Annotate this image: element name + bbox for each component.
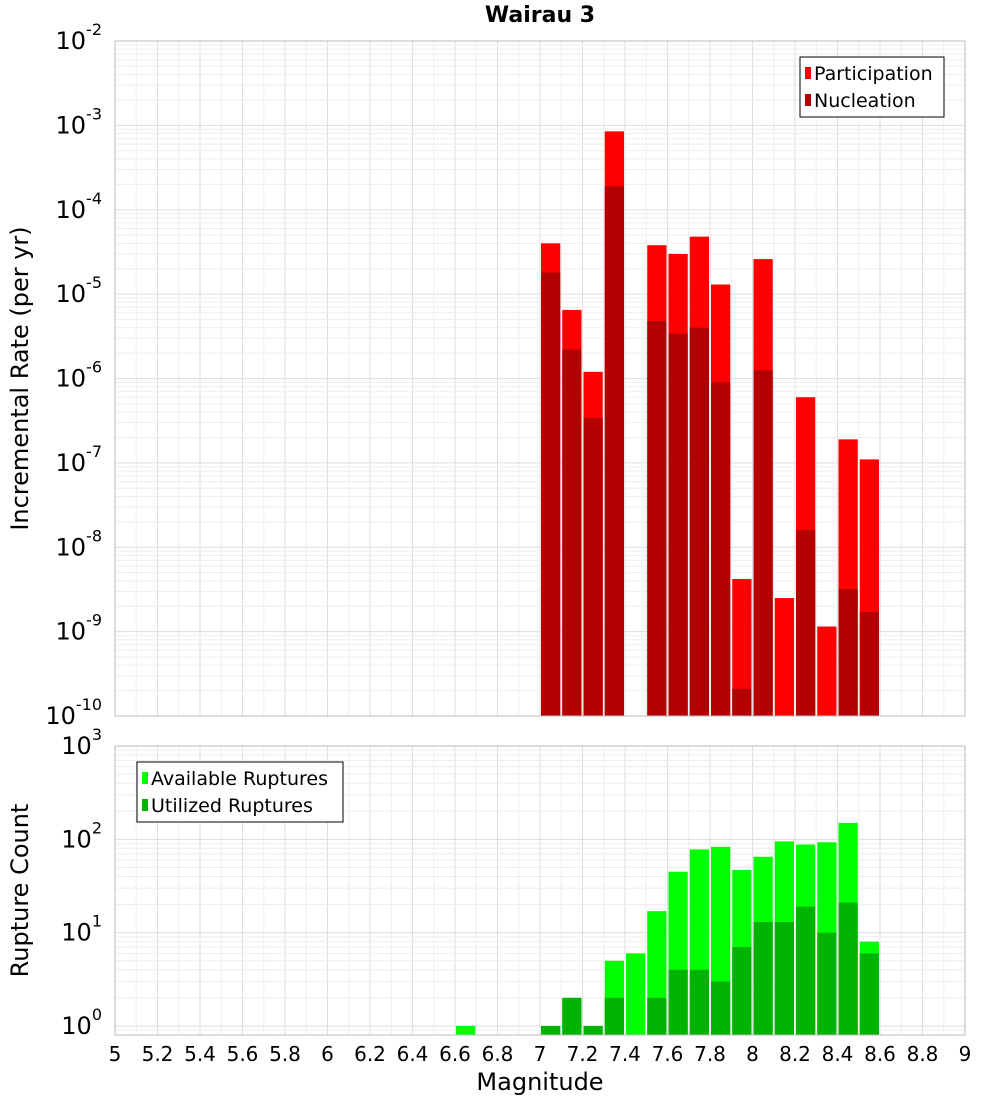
bar-utilized-ruptures [583,1025,603,1035]
x-tick-label: 5.4 [184,1042,216,1066]
legend-entry: Nucleation [814,90,916,112]
x-tick-label: 5.2 [142,1042,174,1066]
bar-utilized-ruptures [817,932,837,1035]
y-tick-label: 101 [61,912,102,947]
bar-utilized-ruptures [753,922,773,1035]
legend-entry: Utilized Ruptures [151,795,313,817]
x-tick-label: 8.6 [864,1042,896,1066]
bar-utilized-ruptures [604,997,624,1035]
x-tick-label: 7 [534,1042,547,1066]
y-axis-label: Incremental Rate (per yr) [6,226,34,530]
y-tick-label: 10-8 [56,526,103,561]
bars [456,822,879,1035]
bar-utilized-ruptures [774,922,794,1035]
y-tick-label: 10-5 [56,273,103,308]
x-tick-label: 8.4 [822,1042,854,1066]
x-tick-label: 7.6 [652,1042,684,1066]
bar-nucleation [668,333,688,716]
bar-utilized-ruptures [732,947,752,1035]
bar-nucleation [732,688,752,716]
bar-utilized-ruptures [562,997,582,1035]
bar-nucleation [689,327,709,716]
bar-nucleation [838,589,858,716]
y-tick-label: 103 [61,725,102,760]
legend-swatch [142,799,148,811]
bar-nucleation [711,382,731,716]
bar-utilized-ruptures [689,969,709,1035]
legend-box [799,56,945,118]
x-tick-label: 5 [109,1042,122,1066]
bar-participation [732,579,752,716]
x-tick-label: 8 [746,1042,759,1066]
x-tick-label: 6.6 [439,1042,471,1066]
bar-participation [817,626,837,716]
plot-frame [114,745,966,1036]
y-axis-label: Rupture Count [6,804,34,978]
bar-utilized-ruptures [541,1025,561,1035]
bar-nucleation [583,418,603,716]
x-tick-label: 6.8 [482,1042,514,1066]
bar-available-ruptures [626,953,646,1035]
x-tick-label: 7.4 [609,1042,641,1066]
legend-swatch [805,94,811,106]
y-tick-label: 10-10 [45,695,102,730]
bar-utilized-ruptures [668,969,688,1035]
x-tick-label: 7.8 [694,1042,726,1066]
x-tick-label: 7.2 [567,1042,599,1066]
bar-participation [774,598,794,716]
bar-available-ruptures [456,1025,476,1035]
y-tick-label: 100 [61,1005,102,1040]
x-axis-label: Magnitude [476,1068,603,1096]
panel-1: 10-10 10-9 10-8 10-7 10-6 10-5 10-4 10-3 10-2 Inc… [6,3,966,730]
bar-nucleation [859,612,879,716]
y-tick-label: 10-4 [56,189,103,224]
bar-nucleation [753,370,773,716]
x-tick-label: 6 [321,1042,334,1066]
bar-utilized-ruptures [796,906,816,1035]
x-tick-label: 5.6 [227,1042,259,1066]
y-tick-label: 102 [61,818,102,853]
bar-nucleation [647,321,667,716]
bar-utilized-ruptures [711,981,731,1035]
x-tick-label: 6.4 [397,1042,429,1066]
bar-nucleation [604,186,624,716]
legend-entry: Available Ruptures [151,768,328,790]
y-tick-label: 10-6 [56,358,103,393]
bars [541,131,879,717]
legend-swatch [805,67,811,79]
plot-frame [114,40,966,717]
bar-nucleation [796,530,816,716]
chart-title: Wairau 3 [485,3,595,28]
x-tick-label: 8.2 [779,1042,811,1066]
x-tick-label: 9 [959,1042,972,1066]
x-tick-label: 8.8 [907,1042,939,1066]
legend: Participation Nucleation [799,56,945,118]
y-tick-label: 10-7 [56,442,103,477]
x-tick-label: 5.8 [269,1042,301,1066]
bar-nucleation [541,272,561,716]
bar-utilized-ruptures [838,902,858,1035]
legend-box [136,761,344,823]
y-tick-label: 10-9 [56,611,103,646]
x-tick-label: 6.2 [354,1042,386,1066]
legend-entry: Participation [814,63,933,85]
y-tick-label: 10-2 [56,20,103,55]
bar-nucleation [562,349,582,716]
legend-swatch [142,772,148,784]
grid [114,40,966,717]
y-tick-label: 10-3 [56,104,103,139]
bar-utilized-ruptures [647,997,667,1035]
legend: Available Ruptures Utilized Ruptures [136,761,344,823]
bar-utilized-ruptures [859,953,879,1035]
